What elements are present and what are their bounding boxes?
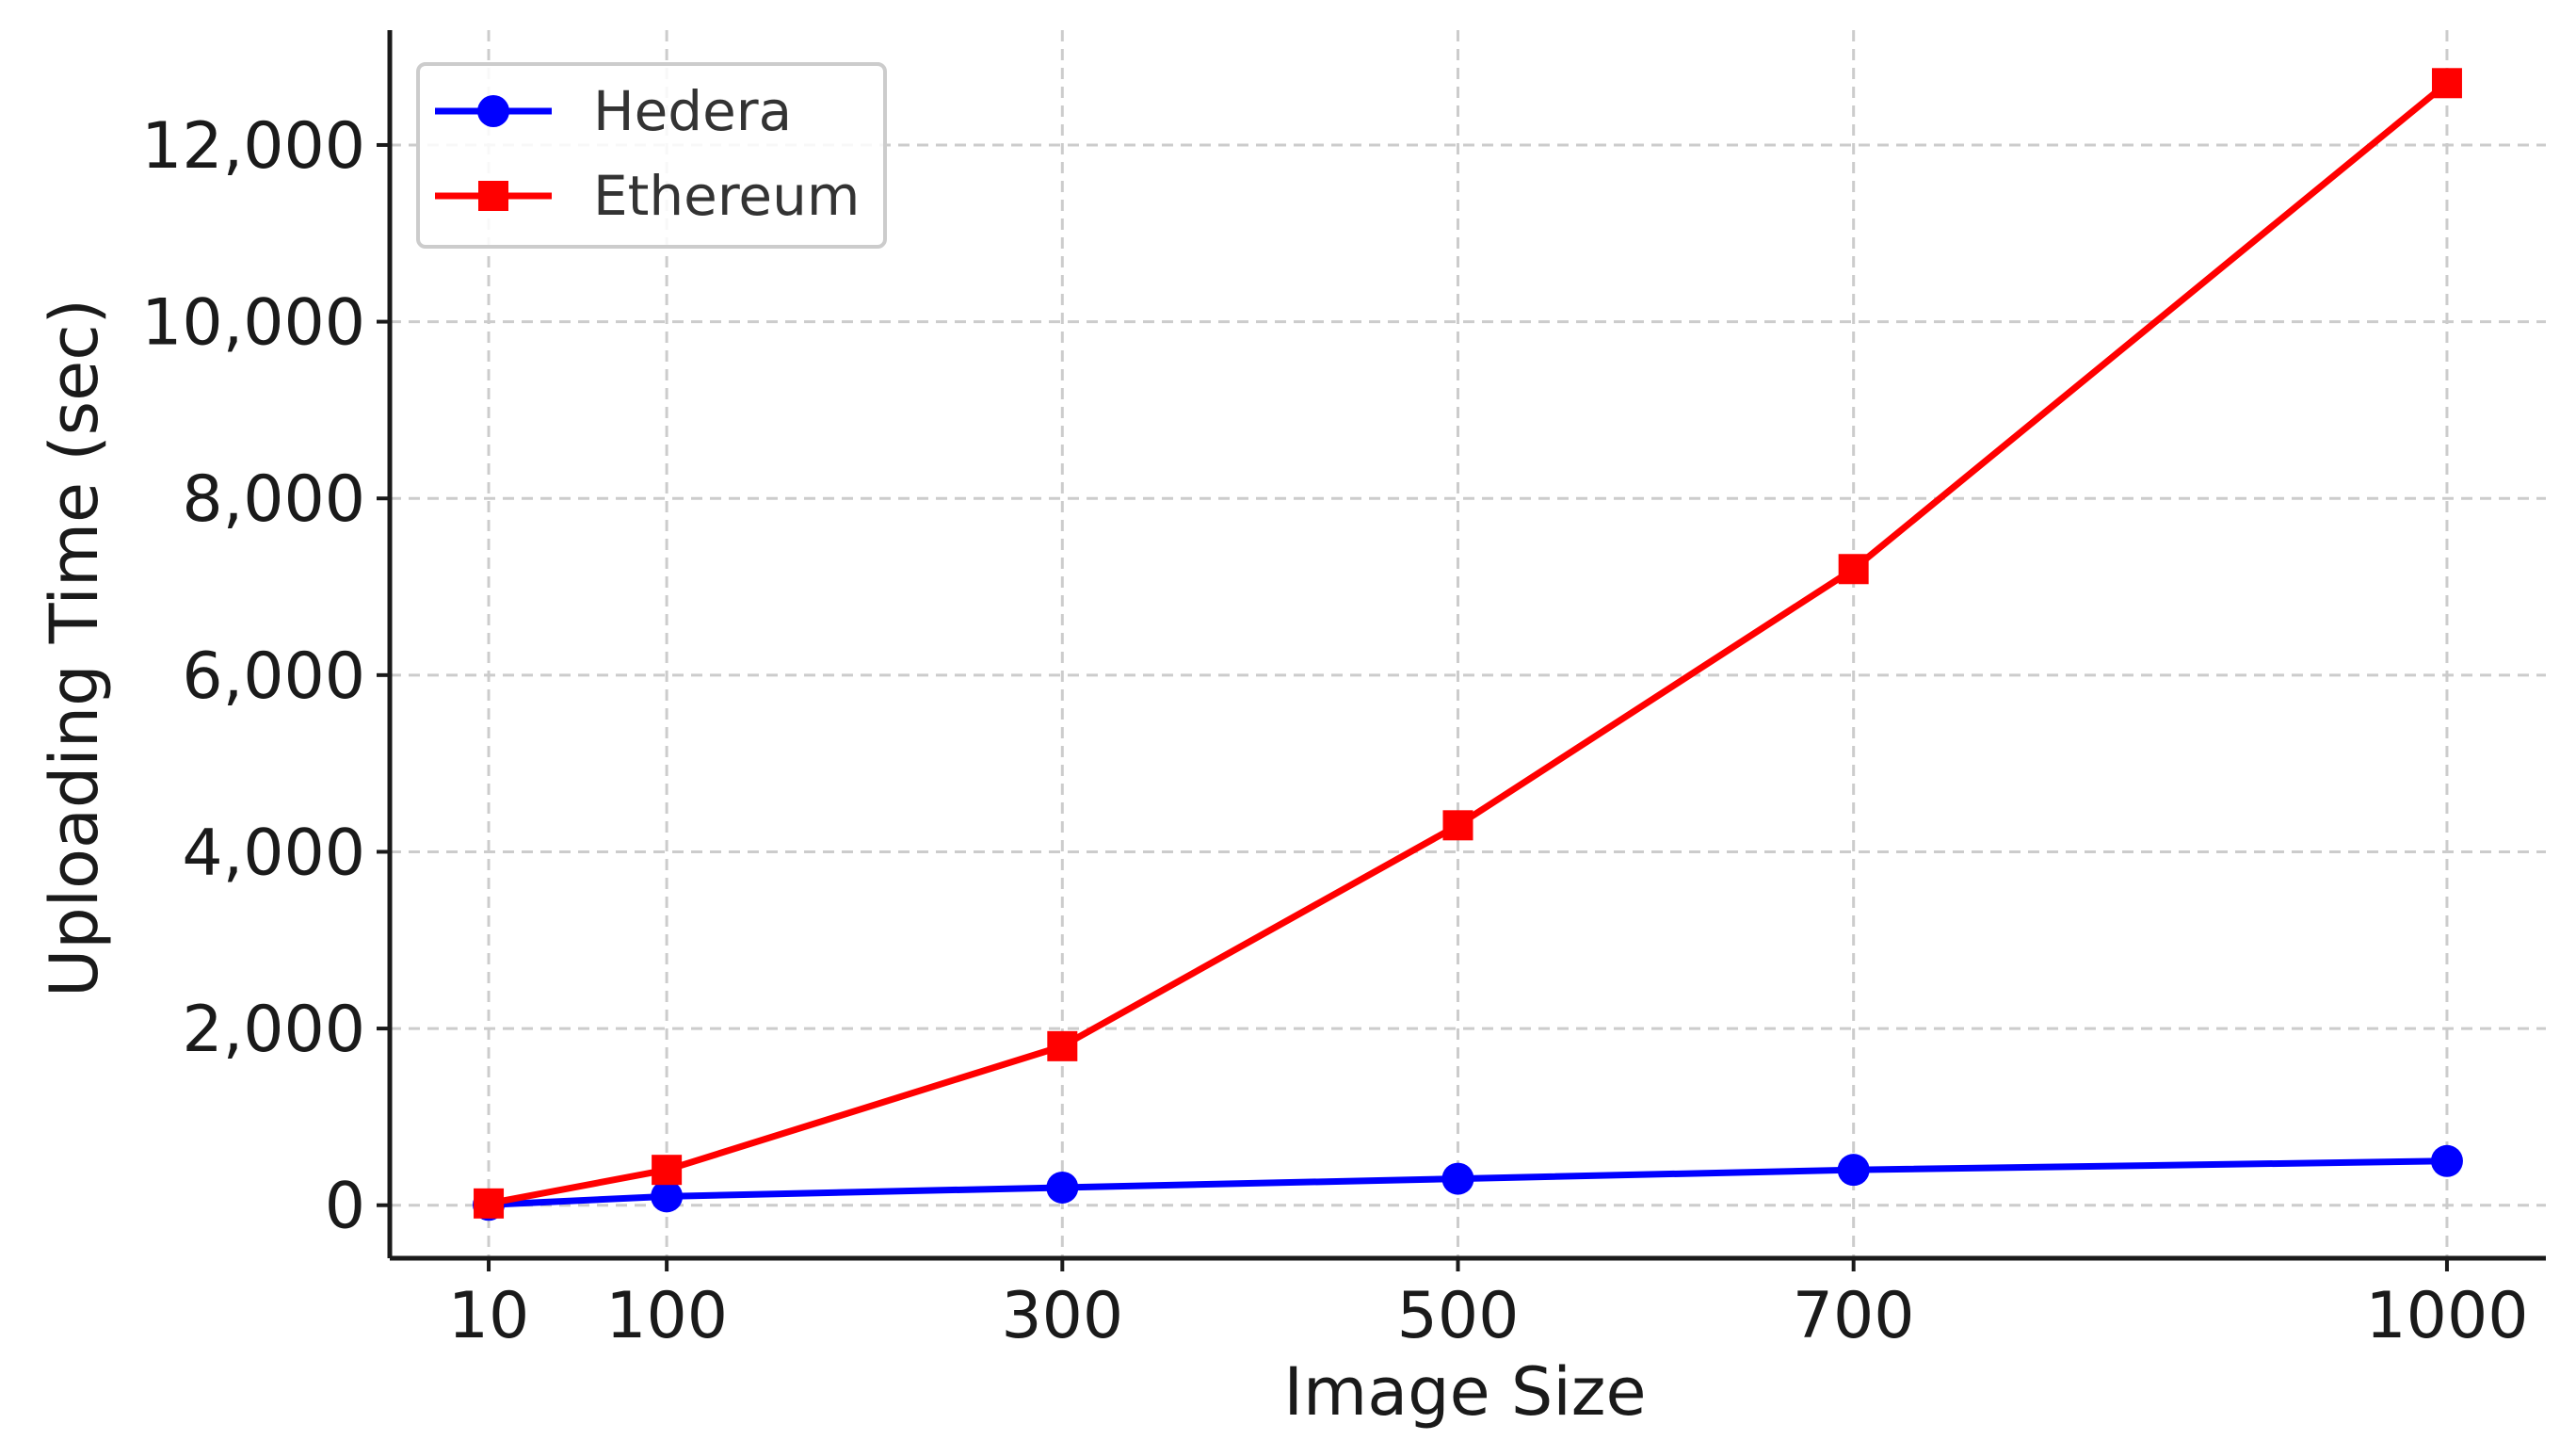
y-tick-label: 4,000 [182,816,365,890]
x-tick-label: 700 [1793,1279,1915,1353]
ethereum-point [1047,1030,1078,1061]
legend-marker [478,181,508,211]
series-group [473,68,2463,1221]
y-tick-label: 8,000 [182,462,365,537]
legend-label: Hedera [593,79,792,143]
hedera-point [651,1180,684,1213]
series-ethereum [474,68,2462,1219]
legend-item-ethereum: Ethereum [435,164,860,228]
hedera-point [1441,1162,1474,1195]
y-axis-title: Uploading Time (sec) [36,299,113,997]
x-axis-title: Image Size [1283,1353,1646,1431]
y-tick-label: 10,000 [141,286,365,361]
ethereum-point [1442,810,1473,841]
hedera-point [2430,1144,2463,1177]
y-tick-label: 2,000 [182,993,365,1067]
legend-item-hedera: Hedera [435,79,792,143]
x-tick-label: 100 [605,1279,728,1353]
ethereum-point [2431,68,2462,99]
hedera-point [1046,1171,1079,1204]
ethereum-point [1838,554,1869,585]
ethereum-point [474,1188,505,1219]
x-tick-label: 10 [448,1279,530,1353]
ethereum-point [652,1155,683,1186]
x-tick-label: 300 [1001,1279,1123,1353]
ethereum-line [488,80,2450,1207]
hedera-line [488,1157,2448,1208]
axes: 10 100 300 500 700 1000 0 2,000 4,000 6,000 8,000 1… [141,30,2546,1353]
y-tick-label: 0 [325,1170,365,1244]
y-tick-label: 6,000 [182,639,365,714]
legend-label: Ethereum [593,164,860,228]
hedera-point [1837,1154,1870,1187]
legend-marker [477,95,509,127]
series-hedera [473,1144,2463,1221]
y-tick-label: 12,000 [141,109,365,184]
x-tick-label: 1000 [2365,1279,2528,1353]
x-tick-label: 500 [1397,1279,1520,1353]
legend: Hedera Ethereum [416,62,887,249]
